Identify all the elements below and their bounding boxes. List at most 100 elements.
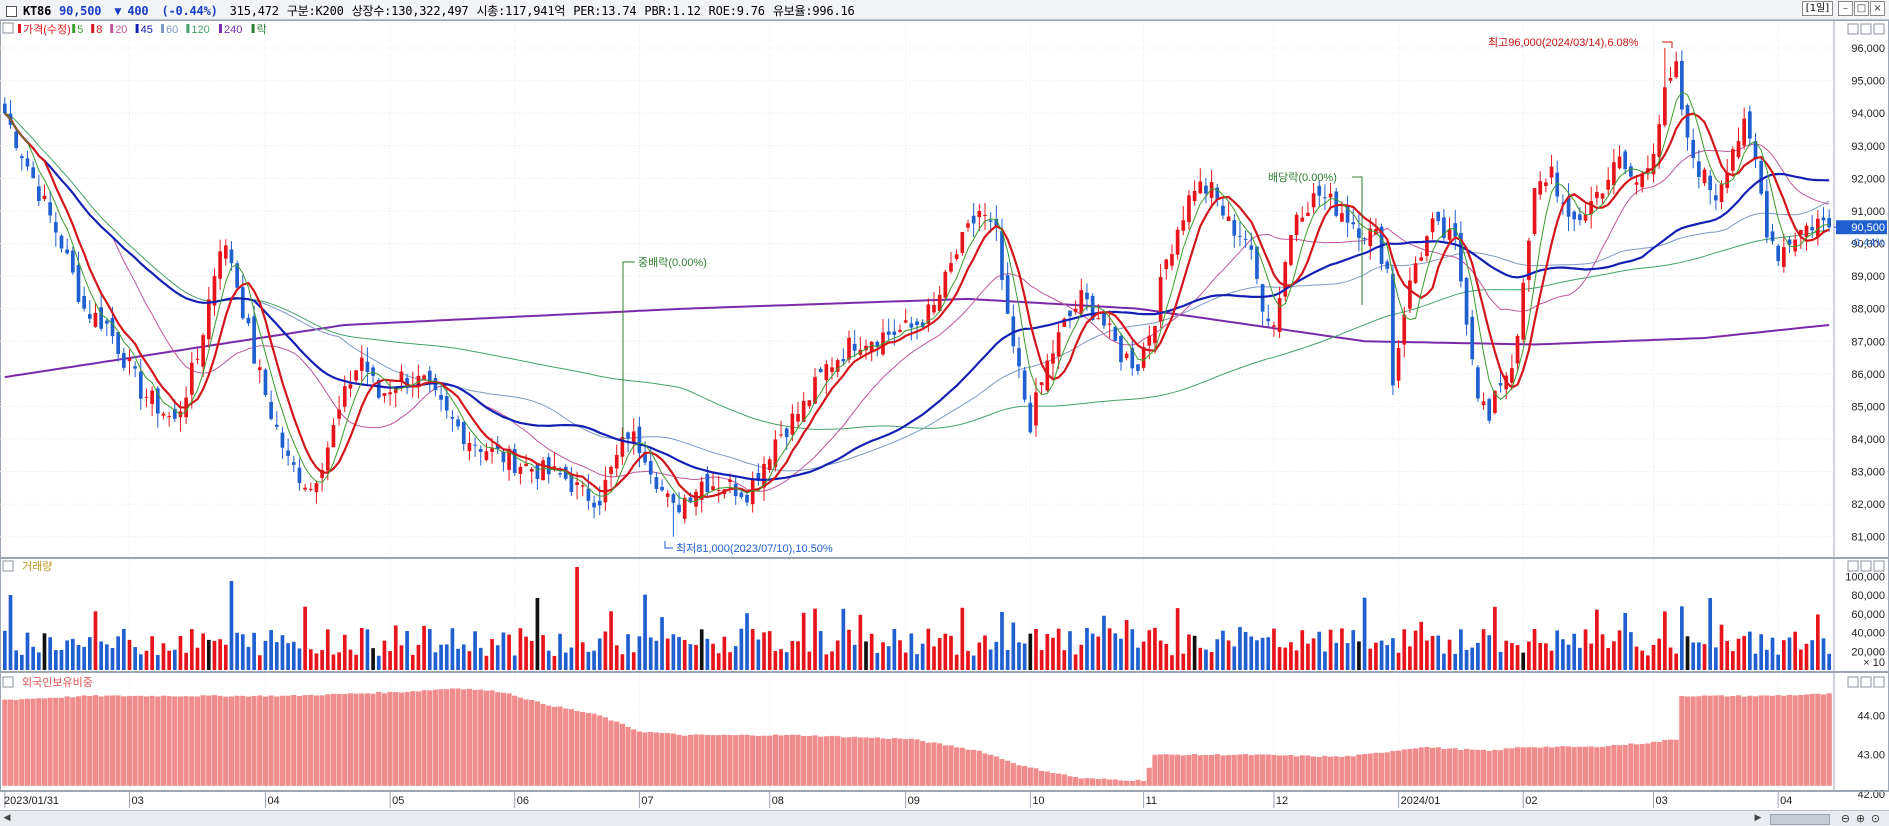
minimize-icon[interactable]: – xyxy=(1838,1,1853,16)
candle-body xyxy=(1442,217,1446,239)
candle-body xyxy=(212,275,217,306)
volume-bar xyxy=(1765,649,1769,670)
candle-body xyxy=(960,232,965,253)
volume-bar xyxy=(280,635,285,670)
volume-bar xyxy=(920,643,925,670)
scroll-thumb[interactable] xyxy=(1770,814,1830,825)
volume-bar xyxy=(1181,653,1186,670)
candle-body xyxy=(53,222,58,233)
volume-bar xyxy=(1192,635,1197,670)
volume-bar xyxy=(1793,631,1798,670)
foreign-bar xyxy=(1242,753,1249,787)
select-checkbox[interactable] xyxy=(6,6,17,17)
zoom-in-icon[interactable]: ⊕ xyxy=(1855,812,1866,825)
candle-body xyxy=(1815,218,1820,237)
volume-tick-label: 40,000 xyxy=(1851,628,1885,640)
volume-bar xyxy=(1538,642,1543,670)
scroll-left-icon[interactable]: ◀ xyxy=(3,813,11,823)
zoom-out-icon[interactable]: ⊖ xyxy=(1840,812,1851,825)
foreign-bar xyxy=(1180,755,1187,787)
candle-body xyxy=(1527,240,1531,281)
foreign-bar xyxy=(545,705,552,787)
foreign-bar xyxy=(1231,754,1238,787)
foreign-bar xyxy=(1134,779,1141,787)
volume-bar xyxy=(1748,631,1752,670)
foreign-bar xyxy=(364,692,371,787)
foreign-bar xyxy=(217,695,224,787)
foreign-bar xyxy=(676,734,683,787)
restore-icon[interactable]: □ xyxy=(1854,1,1869,16)
volume-bar xyxy=(1328,629,1333,670)
stock-code[interactable]: KT86 xyxy=(23,4,52,18)
date-tick-label: 03 xyxy=(1656,795,1668,807)
foreign-bar xyxy=(579,711,586,787)
candle-body xyxy=(1430,218,1435,233)
volume-tick-label: 60,000 xyxy=(1851,609,1885,621)
foreign-bar xyxy=(1644,743,1651,787)
zoom-reset-icon[interactable]: ⊙ xyxy=(1870,812,1881,825)
volume-bar xyxy=(150,636,154,670)
scroll-right-icon[interactable]: ▶ xyxy=(1754,813,1762,823)
foreign-bar xyxy=(879,738,887,787)
period-button[interactable]: [1일] xyxy=(1801,1,1834,16)
scroll-bar[interactable]: ◀ ▶ ⊖ ⊕ ⊙ xyxy=(0,810,1889,826)
volume-bar xyxy=(739,628,744,670)
candle-body xyxy=(988,220,993,222)
candle-body xyxy=(93,312,98,327)
foreign-bar xyxy=(1610,744,1617,787)
volume-bar xyxy=(1776,654,1781,670)
foreign-bar xyxy=(64,695,71,787)
candle-body xyxy=(257,367,262,371)
foreign-bar xyxy=(1525,746,1532,787)
volume-bar xyxy=(467,651,472,670)
candle-body xyxy=(813,377,817,404)
candle-body xyxy=(1685,105,1690,138)
candle-body xyxy=(308,488,313,490)
foreign-bar xyxy=(1707,695,1714,787)
candle-body xyxy=(1782,247,1786,267)
candle-body xyxy=(1277,298,1282,332)
foreign-bar xyxy=(936,742,943,787)
candle-body xyxy=(382,393,387,396)
candle-body xyxy=(824,364,829,381)
foreign-bar xyxy=(970,749,977,787)
foreign-bar xyxy=(149,695,156,787)
foreign-bar xyxy=(1469,749,1476,787)
close-icon[interactable]: × xyxy=(1870,1,1885,16)
volume-bar xyxy=(637,636,642,670)
volume-bar xyxy=(824,654,829,670)
volume-bar xyxy=(478,647,483,670)
foreign-bar xyxy=(1491,749,1498,787)
candle-body xyxy=(314,483,319,493)
date-tick-label: 11 xyxy=(1146,795,1157,807)
price-tick-label: 82,000 xyxy=(1851,499,1885,511)
foreign-bar xyxy=(1338,756,1345,787)
candle-body xyxy=(1056,332,1061,357)
foreign-bar xyxy=(251,695,258,787)
volume-bar xyxy=(841,608,846,670)
foreign-bar xyxy=(715,734,722,787)
price-tick-label: 86,000 xyxy=(1851,369,1885,381)
volume-bar xyxy=(909,633,914,670)
candle-body xyxy=(705,473,710,493)
volume-bar xyxy=(201,633,205,670)
candle-body xyxy=(643,451,647,463)
foreign-bar xyxy=(290,694,297,787)
foreign-bar xyxy=(1633,743,1640,787)
volume-bar xyxy=(1153,627,1157,670)
foreign-bar xyxy=(670,733,677,787)
candle-body xyxy=(365,361,370,372)
volume-bar xyxy=(393,625,398,670)
volume-unit-label: × 10 xyxy=(1863,657,1885,669)
volume-bar xyxy=(121,628,126,670)
volume-bar xyxy=(745,613,749,670)
foreign-bar xyxy=(1197,754,1204,787)
foreign-bar xyxy=(115,694,122,787)
volume-bar xyxy=(1277,647,1282,670)
foreign-bar xyxy=(743,734,751,787)
volume-bar xyxy=(1714,647,1718,670)
candle-body xyxy=(801,400,806,422)
foreign-bar xyxy=(642,732,649,787)
price-tick-label: 95,000 xyxy=(1851,76,1885,88)
